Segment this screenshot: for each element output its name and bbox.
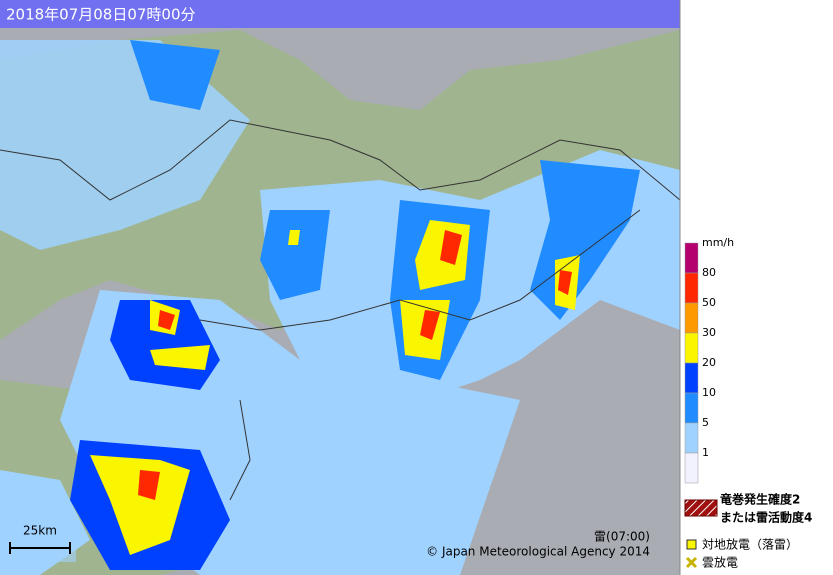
copyright: © Japan Meteorological Agency 2014: [426, 545, 650, 559]
cloud-discharge-label: 雲放電: [702, 555, 738, 570]
legend-unit: mm/h: [702, 236, 734, 249]
radar-map: 雷(07:00) © Japan Meteorological Agency 2…: [0, 28, 680, 575]
tornado-swatch: [684, 499, 718, 517]
tornado-label: 竜巻発生確度2: [720, 492, 800, 507]
title-bar: [0, 0, 680, 28]
scale-box: [6, 520, 76, 562]
legend-label: 5: [702, 416, 709, 429]
legend-swatch: [684, 302, 699, 334]
legend-swatch: [684, 242, 699, 274]
rain-area: [260, 210, 330, 300]
legend-swatch: [684, 332, 699, 364]
legend-label: 50: [702, 296, 716, 309]
ground-strike-label: 対地放電（落雷）: [702, 537, 798, 552]
legend-swatch: [684, 392, 699, 424]
cloud-discharge-icon: [685, 556, 698, 569]
rain-area: [90, 455, 190, 555]
title: 2018年07月08日07時00分: [6, 6, 196, 24]
legend: 80 50 30 20 10 5 1: [684, 242, 716, 484]
legend-label: 1: [702, 446, 709, 459]
scale-label: 25km: [23, 524, 57, 538]
boundary-lines: [0, 119, 680, 501]
legend-swatch: [684, 422, 699, 454]
legend-label: 20: [702, 356, 716, 369]
ground-strike-icon: [686, 539, 697, 550]
legend-swatch: [684, 452, 699, 484]
lightning-time: 雷(07:00): [594, 530, 650, 544]
scale-bar: [9, 542, 71, 554]
legend-swatch: [684, 362, 699, 394]
legend-label: 30: [702, 326, 716, 339]
rain-area: [130, 40, 220, 110]
legend-swatch: [684, 272, 699, 304]
tornado-label: または雷活動度4: [720, 510, 812, 525]
legend-label: 80: [702, 266, 716, 279]
legend-label: 10: [702, 386, 716, 399]
